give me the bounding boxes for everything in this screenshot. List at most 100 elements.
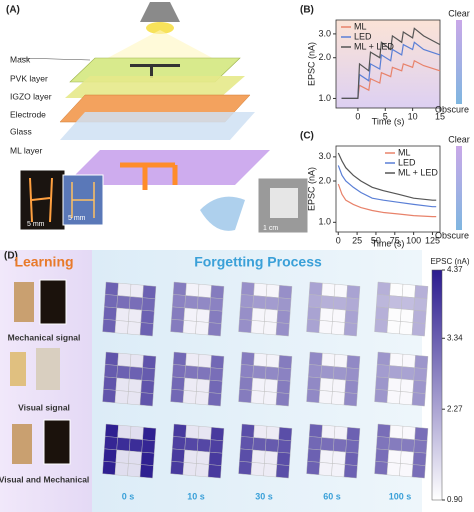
series-line — [337, 165, 437, 208]
heatmap-cell — [278, 285, 293, 300]
heatmap-cell — [184, 295, 199, 310]
heatmap-cell — [129, 296, 143, 311]
layer-label: Electrode — [10, 109, 46, 119]
heatmap-cell — [307, 376, 321, 391]
heatmap-cell — [307, 306, 321, 321]
heatmap-cell — [103, 306, 117, 321]
heatmap-cell — [389, 352, 404, 367]
illustration — [19, 2, 309, 234]
legend-label: ML + LED — [354, 41, 394, 51]
heatmap-cell — [207, 322, 222, 337]
row-label: Visual and Mechanical — [0, 474, 89, 484]
colorbar-tick-label: 2.27 — [447, 404, 463, 413]
heatmap-cell — [401, 438, 415, 453]
heatmap-cell — [331, 321, 346, 336]
heatmap-grid — [170, 281, 225, 337]
heatmap-cell — [321, 424, 336, 439]
heatmap-cell — [209, 439, 224, 454]
section-header: Forgetting Process — [194, 254, 322, 270]
heatmap-cell — [308, 436, 322, 451]
x-tick-label: 5 — [383, 111, 388, 121]
heatmap-cell — [321, 282, 336, 297]
heatmap-cell — [253, 424, 268, 439]
heatmap-cell — [195, 463, 210, 478]
layer-label: IGZO layer — [10, 91, 52, 101]
heatmap-cell — [128, 450, 142, 465]
heatmap-cell — [387, 307, 402, 322]
heatmap-cell — [319, 377, 334, 392]
heatmap-grid — [374, 351, 429, 407]
heatmap-cell — [197, 438, 211, 453]
series-line — [337, 152, 437, 201]
x-tick-label: 25 — [352, 235, 362, 245]
heatmap-cell — [321, 352, 336, 367]
heatmap-grid — [374, 281, 429, 337]
heatmap-grid — [306, 423, 361, 479]
heatmap-cell — [172, 436, 186, 451]
heatmap-cell — [413, 439, 428, 454]
heatmap-cell — [239, 376, 253, 391]
heatmap-cell — [376, 364, 390, 379]
heatmap-cell — [411, 392, 426, 407]
heatmap-cell — [344, 309, 359, 324]
heatmap-cell — [129, 366, 143, 381]
heatmap-cell — [331, 463, 346, 478]
heatmap-cell — [196, 450, 210, 465]
column-label: 100 s — [389, 491, 412, 501]
heatmap-cell — [128, 378, 142, 393]
heatmap-cell — [401, 425, 416, 440]
x-tick-label: 0 — [336, 235, 341, 245]
heatmap-cell — [250, 320, 265, 335]
column-label: 60 s — [323, 491, 341, 501]
series-line — [341, 27, 441, 99]
heatmap-cell — [307, 448, 321, 463]
heatmap-cell — [318, 320, 333, 335]
colorbar-tick-label: 3.34 — [447, 333, 463, 342]
heatmap-cell — [239, 448, 253, 463]
layer-label: ML layer — [10, 145, 42, 155]
heatmap-cell — [140, 309, 155, 324]
heatmap-cell — [210, 355, 225, 370]
heatmap-cell — [139, 392, 154, 407]
heatmap-cell — [306, 389, 321, 404]
heatmap-cell — [333, 366, 347, 381]
heatmap-cell — [253, 352, 268, 367]
heatmap-cell — [399, 463, 414, 478]
y-tick-label: 1.0 — [318, 217, 331, 227]
heatmap-cell — [343, 464, 358, 479]
y-tick-label: 1.0 — [318, 93, 331, 103]
heatmap-cell — [344, 379, 359, 394]
heatmap-cell — [209, 297, 224, 312]
heatmap-cell — [275, 322, 290, 337]
heatmap-cell — [308, 364, 322, 379]
heatmap-cell — [412, 309, 427, 324]
colorbar-label: Obscure — [435, 104, 469, 114]
heatmap-cell — [183, 307, 198, 322]
heatmap-cell — [376, 351, 391, 366]
heatmap-cell — [128, 308, 142, 323]
heatmap-cell — [308, 294, 322, 309]
heatmap-cell — [104, 364, 118, 379]
heatmap-cell — [185, 424, 200, 439]
scale-bar: 1 cm — [263, 225, 278, 232]
heatmap-cell — [374, 319, 389, 334]
heatmap-cell — [104, 294, 118, 309]
heatmap-cell — [345, 439, 360, 454]
heatmap-cell — [127, 391, 142, 406]
heatmap-cell — [265, 366, 279, 381]
y-tick-label: 2.0 — [318, 52, 331, 62]
heatmap-cell — [115, 449, 130, 464]
heatmap-cell — [207, 392, 222, 407]
heatmap-cell — [387, 449, 402, 464]
heatmap-cell — [401, 366, 415, 381]
heatmap-cell — [103, 376, 117, 391]
heatmap-cell — [140, 451, 155, 466]
heatmap-cell — [185, 282, 200, 297]
heatmap-cell — [240, 364, 254, 379]
legend-label: ML — [398, 147, 411, 157]
heatmap-cell — [240, 294, 254, 309]
heatmap-cell — [333, 425, 348, 440]
heatmap-cell — [401, 353, 416, 368]
heatmap-cell — [195, 321, 210, 336]
heatmap-cell — [184, 437, 199, 452]
